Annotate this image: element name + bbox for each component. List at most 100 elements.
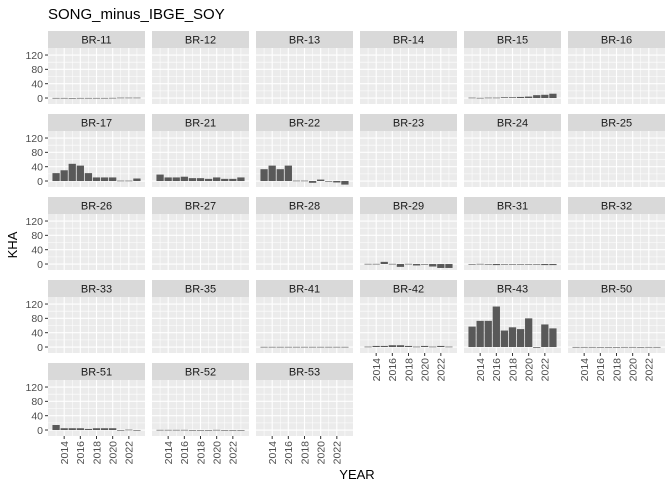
bar [476,263,484,265]
bar [549,264,557,266]
facet-panel-br-33: BR-33 0 40 80 120 [25,280,145,354]
facet-panel-br-32: BR-32 [568,197,665,270]
facet-strip [464,114,561,131]
facet-panel-br-22: BR-22 [256,114,353,187]
facet-strip [360,197,457,214]
bar [404,263,413,265]
bar [508,97,517,99]
bar [52,173,60,182]
facet-panel-br-42: BR-42 2014 2016 2018 2020 2022 [360,280,457,381]
bar [620,346,629,348]
bar [156,174,164,182]
facet-panel-br-17: BR-17 0 40 80 120 [25,114,145,188]
bar [100,97,109,99]
bar [260,346,268,348]
bar [333,346,341,348]
bar [637,347,645,348]
y-axis-title: KHA [5,231,20,258]
bar [292,180,301,182]
bar [421,345,429,348]
bar [117,180,125,182]
bar [276,346,284,348]
bar [164,429,172,431]
bar [260,169,268,182]
bar [300,180,309,182]
bar [204,178,213,182]
facet-strip [568,197,665,214]
chart-title: SONG_minus_IBGE_SOY [48,6,225,23]
facet-strip-label: BR-15 [497,35,528,47]
bar [276,169,284,182]
x-tick-label: 2014 [579,358,591,382]
x-tick-label: 2018 [507,358,519,382]
bar [645,346,653,348]
bar [109,428,117,431]
bar [516,96,525,99]
bar [629,346,637,348]
x-tick-label: 2022 [436,358,448,382]
x-tick-label: 2014 [59,441,71,465]
bar [268,346,276,348]
bar [533,95,541,99]
bar [364,263,372,265]
facet-strip-label: BR-41 [289,284,320,296]
facet-strip [568,280,665,297]
facet-panel-br-16: BR-16 [568,31,665,104]
bar [92,177,101,182]
bar [412,346,421,348]
facet-strip-label: BR-26 [81,201,112,213]
bar [172,429,180,431]
bar [429,264,437,267]
bar [237,177,245,182]
facet-panel-br-27: BR-27 [152,197,249,270]
bar [180,176,188,182]
bar [612,347,621,348]
bar [380,261,388,265]
facet-panel-br-25: BR-25 [568,114,665,187]
facet-panel-br-23: BR-23 [360,114,457,187]
bar [84,97,93,99]
x-tick-label: 2020 [211,441,223,465]
bar [437,264,445,268]
bar [76,428,84,431]
facet-strip [48,363,145,380]
bar [484,320,492,348]
y-tick-label: 0 [37,342,43,354]
x-tick-label: 2016 [387,358,399,382]
bar [533,347,541,348]
bar [492,264,500,266]
x-tick-label: 2022 [228,441,240,465]
bar [188,178,197,182]
bar [100,428,109,431]
bar [68,428,76,431]
bar [60,170,68,182]
bar [492,306,500,348]
bar [60,428,68,431]
bar [117,97,125,99]
bar [333,181,341,183]
x-tick-label: 2016 [595,358,607,382]
y-tick-label: 0 [37,93,43,105]
facet-strip-label: BR-51 [81,367,112,379]
bar [92,97,101,99]
facet-strip-label: BR-42 [393,284,424,296]
facet-strip [152,31,249,48]
facet-strip-label: BR-28 [289,201,320,213]
bar [100,177,109,182]
bar [604,346,613,348]
bar [500,97,509,99]
facet-strip-label: BR-25 [601,118,632,130]
bar [317,179,325,182]
facet-strip-label: BR-24 [497,118,528,130]
y-tick-label: 120 [25,50,43,62]
facet-strip [464,280,561,297]
bar [292,346,301,348]
bar [317,346,325,348]
bar [372,345,380,348]
bar [229,178,237,182]
bar [468,97,476,99]
bar [268,165,276,182]
x-tick-label: 2022 [540,358,552,382]
x-tick-label: 2014 [163,441,175,465]
x-tick-label: 2016 [491,358,503,382]
